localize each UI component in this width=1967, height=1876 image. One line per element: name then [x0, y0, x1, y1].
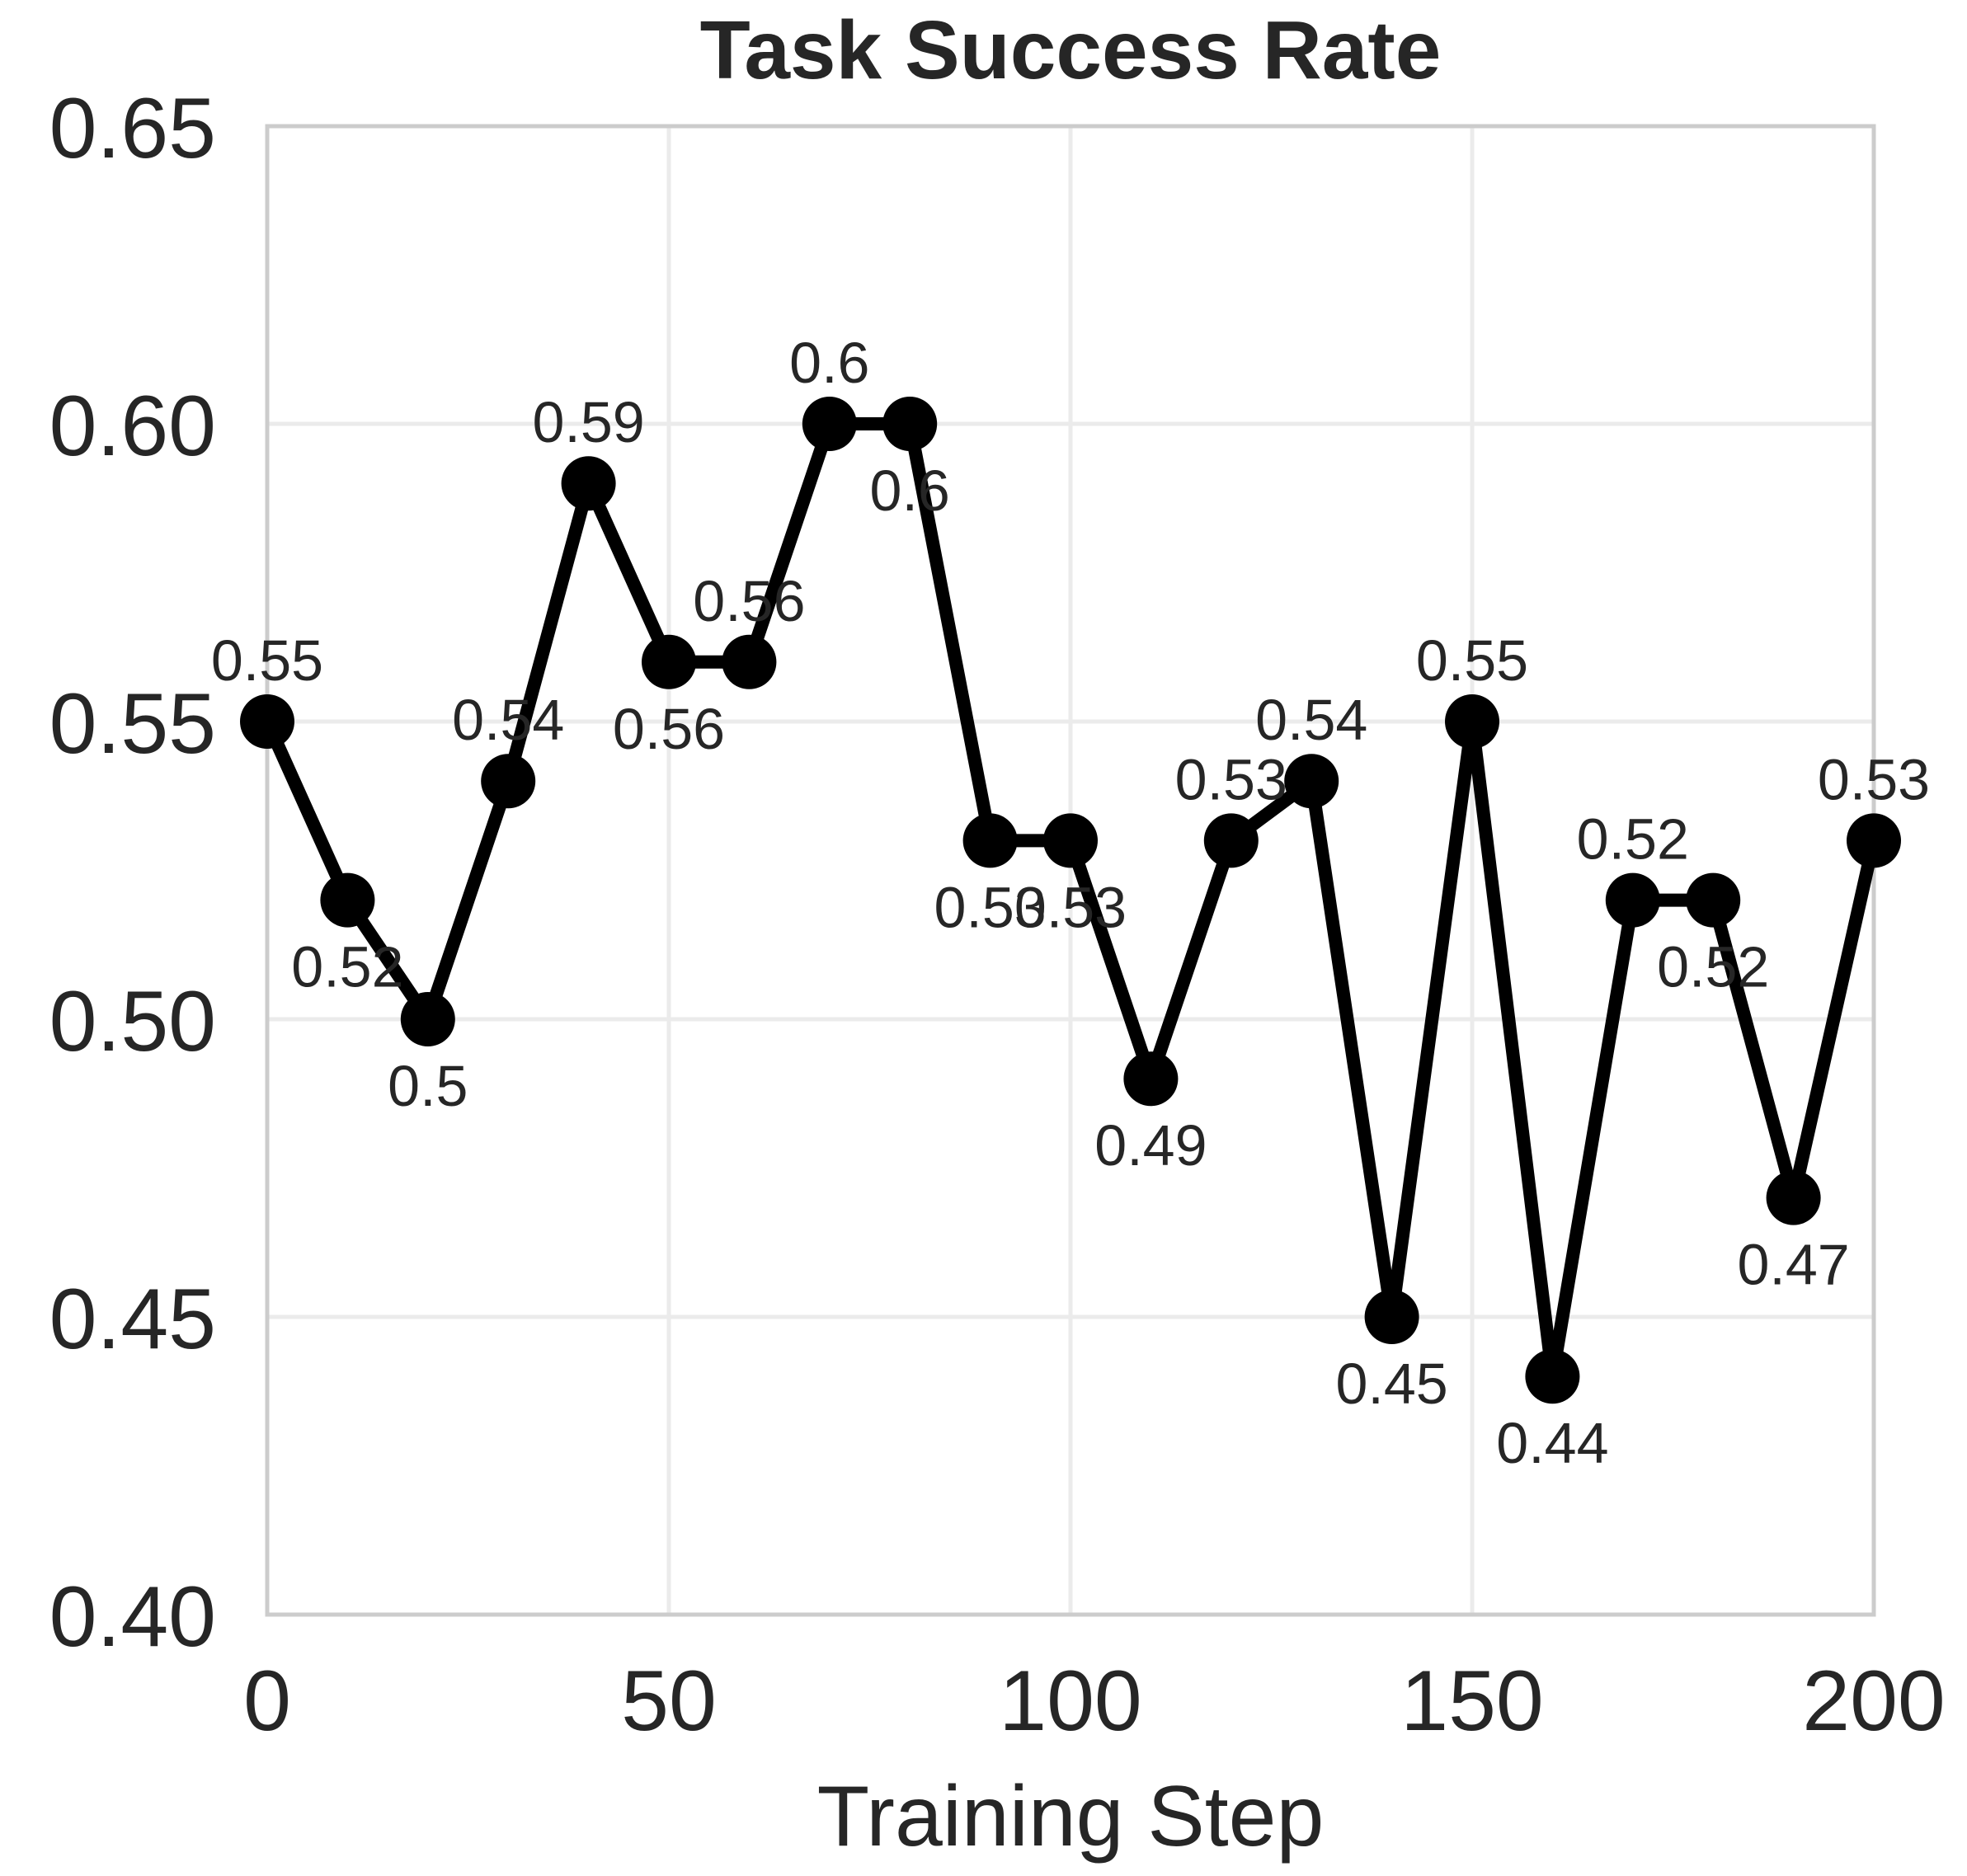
y-tick-label: 0.40 — [49, 1569, 216, 1665]
data-point — [1525, 1349, 1580, 1404]
x-tick-label: 200 — [1802, 1653, 1946, 1749]
data-label: 0.53 — [1014, 875, 1127, 939]
data-label: 0.45 — [1335, 1352, 1447, 1416]
data-point — [1043, 813, 1098, 868]
data-point — [1686, 872, 1741, 928]
chart-title: Task Success Rate — [700, 4, 1442, 96]
data-label: 0.53 — [1818, 747, 1930, 811]
x-tick-label: 0 — [243, 1653, 291, 1749]
x-tick-label: 50 — [621, 1653, 717, 1749]
data-point — [1284, 754, 1339, 809]
x-axis-label: Training Step — [817, 1769, 1325, 1864]
data-point — [481, 754, 536, 809]
y-tick-label: 0.65 — [49, 81, 216, 176]
data-point — [561, 456, 616, 511]
data-label: 0.49 — [1094, 1113, 1207, 1178]
data-point — [1605, 872, 1660, 928]
data-label: 0.5 — [388, 1054, 468, 1118]
data-point — [642, 634, 696, 689]
data-label: 0.6 — [789, 331, 869, 395]
series-layer: 0.550.520.50.540.590.560.560.60.60.530.5… — [211, 331, 1930, 1475]
axis-ticks: 0 50 100 150 200 0.40 0.45 0.50 0.55 0.60 0.65 — [49, 81, 1946, 1749]
data-point — [1123, 1051, 1179, 1107]
data-label: 0.59 — [532, 390, 644, 454]
y-tick-label: 0.60 — [49, 378, 216, 474]
data-point — [1445, 694, 1499, 749]
data-label: 0.55 — [211, 628, 323, 693]
data-point — [722, 634, 777, 689]
data-point — [320, 872, 375, 928]
data-label: 0.54 — [1255, 688, 1367, 752]
data-label: 0.56 — [613, 697, 725, 761]
data-label: 0.44 — [1496, 1411, 1608, 1475]
data-label: 0.55 — [1416, 628, 1528, 693]
data-point — [240, 694, 294, 749]
data-label: 0.52 — [1657, 935, 1769, 999]
data-point — [400, 992, 455, 1046]
data-label: 0.52 — [291, 935, 403, 999]
data-label: 0.47 — [1737, 1233, 1849, 1297]
x-tick-label: 150 — [1400, 1653, 1544, 1749]
y-tick-label: 0.55 — [49, 676, 216, 772]
data-point — [802, 397, 857, 451]
y-tick-label: 0.45 — [49, 1272, 216, 1367]
x-tick-label: 100 — [999, 1653, 1142, 1749]
data-label: 0.52 — [1577, 807, 1689, 872]
data-point — [1203, 813, 1259, 868]
data-point — [882, 397, 938, 451]
data-label: 0.53 — [1175, 747, 1287, 811]
data-label: 0.53 — [934, 875, 1046, 939]
data-label: 0.6 — [870, 458, 950, 523]
data-point — [1364, 1290, 1419, 1344]
data-point — [1847, 813, 1901, 868]
data-label: 0.56 — [693, 569, 805, 633]
data-point — [1766, 1170, 1821, 1225]
data-point — [962, 813, 1018, 868]
y-tick-label: 0.50 — [49, 974, 216, 1070]
data-label: 0.54 — [452, 688, 564, 752]
